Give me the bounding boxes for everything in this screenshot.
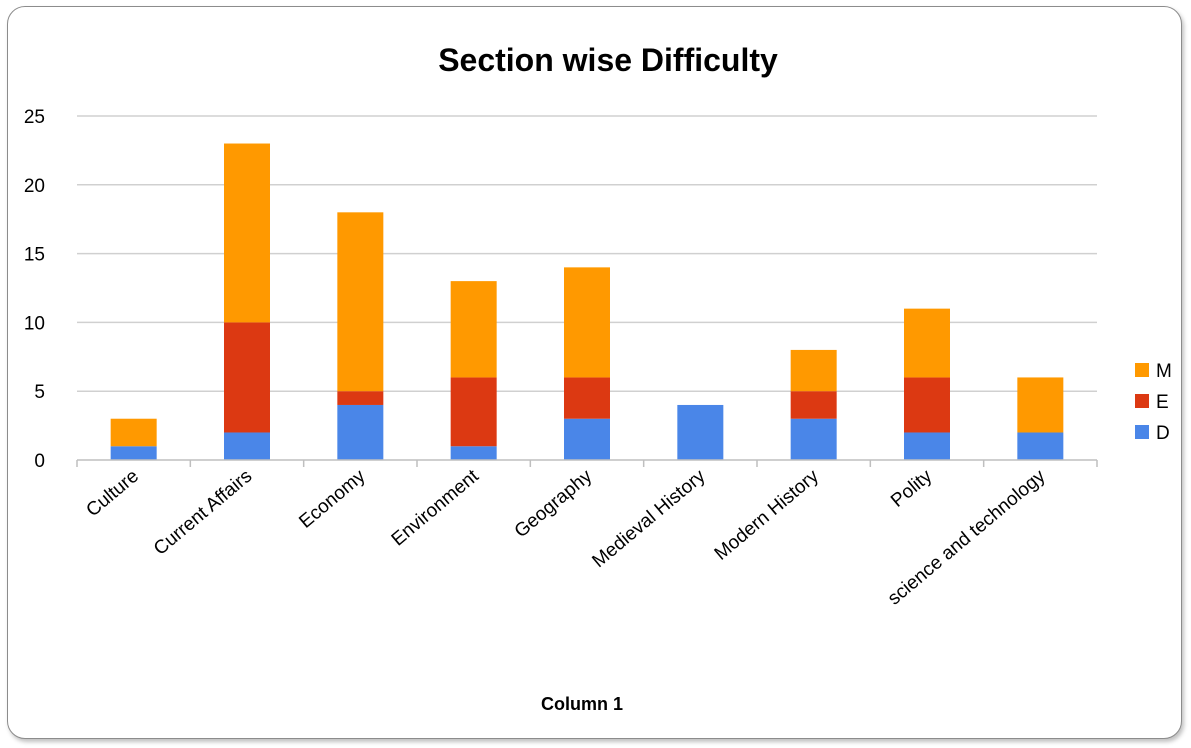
legend-label-M: M	[1156, 361, 1172, 382]
category-labels: Culture Current Affairs Economy Environment…	[82, 465, 1049, 609]
category-label: Modern History	[711, 465, 824, 564]
bar-E	[904, 377, 950, 432]
y-tick-label: 0	[34, 451, 45, 472]
bar-M	[791, 350, 837, 391]
category-label: Economy	[295, 465, 370, 532]
category-label: Environment	[388, 465, 484, 550]
bar-M	[904, 309, 950, 378]
legend-label-D: D	[1156, 423, 1170, 444]
y-tick-label: 5	[34, 382, 45, 403]
x-axis	[77, 460, 1097, 467]
category-label: Geography	[511, 465, 597, 542]
bar-D	[224, 432, 270, 460]
bar-E	[224, 322, 270, 432]
category-label: Medieval History	[588, 465, 709, 572]
y-tick-label: 20	[24, 176, 45, 197]
category-label: Current Affairs	[150, 466, 256, 560]
bar-M	[564, 267, 610, 377]
y-tick-label: 10	[24, 313, 45, 334]
bar-M	[451, 281, 497, 377]
bar-D	[111, 446, 157, 460]
bar-E	[564, 377, 610, 418]
bar-E	[451, 377, 497, 446]
bar-D	[791, 419, 837, 460]
y-tick-label: 25	[24, 107, 45, 128]
legend-swatch-E	[1135, 394, 1149, 408]
bar-D	[337, 405, 383, 460]
bar-D	[451, 446, 497, 460]
bar-D	[1017, 432, 1063, 460]
bar-D	[677, 405, 723, 460]
x-axis-label: Column 1	[541, 694, 623, 714]
bar-M	[1017, 377, 1063, 432]
bar-M	[224, 144, 270, 323]
chart-title: Section wise Difficulty	[438, 42, 778, 78]
bar-E	[791, 391, 837, 419]
legend-swatch-D	[1135, 425, 1149, 439]
category-label: Polity	[887, 465, 936, 511]
legend-label-E: E	[1156, 392, 1169, 413]
bars	[111, 144, 1064, 460]
y-axis-ticks: 0 5 10 15 20 25	[24, 107, 45, 472]
legend-swatch-M	[1135, 363, 1149, 377]
bar-D	[904, 432, 950, 460]
category-label: Culture	[82, 466, 142, 521]
bar-D	[564, 419, 610, 460]
bar-M	[337, 212, 383, 391]
y-tick-label: 15	[24, 245, 45, 266]
bar-M	[111, 419, 157, 447]
bar-E	[337, 391, 383, 405]
legend: MED	[1135, 361, 1172, 444]
